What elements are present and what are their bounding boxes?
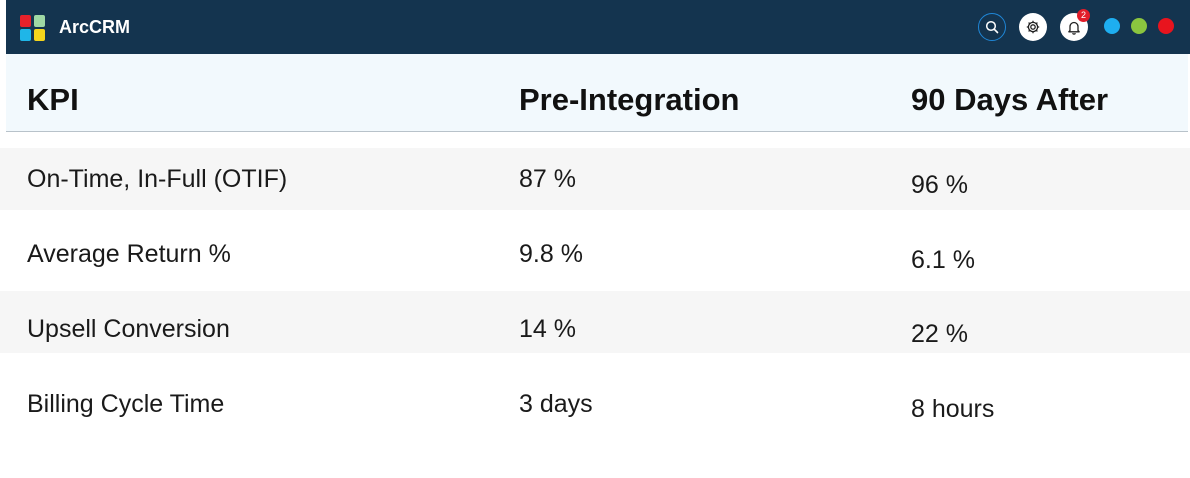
notifications-button[interactable]: 2 [1060, 9, 1090, 41]
pre-integration-cell: 3 days [519, 390, 593, 418]
pre-integration-cell: 14 % [519, 315, 576, 343]
kpi-cell: Average Return % [27, 240, 231, 268]
column-header-kpi: KPI [27, 82, 79, 117]
table-row: Billing Cycle Time 3 days 8 hours [0, 372, 1190, 434]
window-dot-green[interactable] [1131, 18, 1147, 34]
table-row: Average Return % 9.8 % 6.1 % [0, 223, 1190, 285]
window-dot-blue[interactable] [1104, 18, 1120, 34]
kpi-cell: On-Time, In-Full (OTIF) [27, 165, 288, 193]
window-dot-red[interactable] [1158, 18, 1174, 34]
table-row: Upsell Conversion 14 % 22 % [0, 291, 1190, 353]
logo-square-green [34, 15, 45, 27]
pre-integration-cell: 9.8 % [519, 240, 583, 268]
search-icon [985, 20, 999, 34]
logo-square-blue [20, 29, 31, 41]
column-header-90-days-after: 90 Days After [911, 82, 1109, 117]
bell-icon [1068, 21, 1080, 35]
after-cell: 8 hours [911, 395, 995, 423]
app-title: ArcCRM [59, 17, 131, 37]
table-header: KPI Pre-Integration 90 Days After [6, 54, 1188, 132]
logo-square-red [20, 15, 31, 27]
notification-badge: 2 [1077, 9, 1090, 22]
gear-icon [1026, 20, 1040, 34]
arccrm-logo [20, 15, 46, 43]
settings-button[interactable] [1019, 13, 1047, 41]
after-cell: 96 % [911, 171, 968, 199]
search-button[interactable] [978, 13, 1006, 41]
logo-square-yellow [34, 29, 45, 41]
kpi-cell: Upsell Conversion [27, 315, 230, 343]
kpi-cell: Billing Cycle Time [27, 390, 225, 418]
after-cell: 22 % [911, 320, 968, 348]
title-bar: ArcCRM 2 [6, 0, 1190, 54]
table-row: On-Time, In-Full (OTIF) 87 % 96 % [0, 148, 1190, 210]
after-cell: 6.1 % [911, 246, 975, 274]
pre-integration-cell: 87 % [519, 165, 576, 193]
column-header-pre-integration: Pre-Integration [519, 82, 740, 117]
